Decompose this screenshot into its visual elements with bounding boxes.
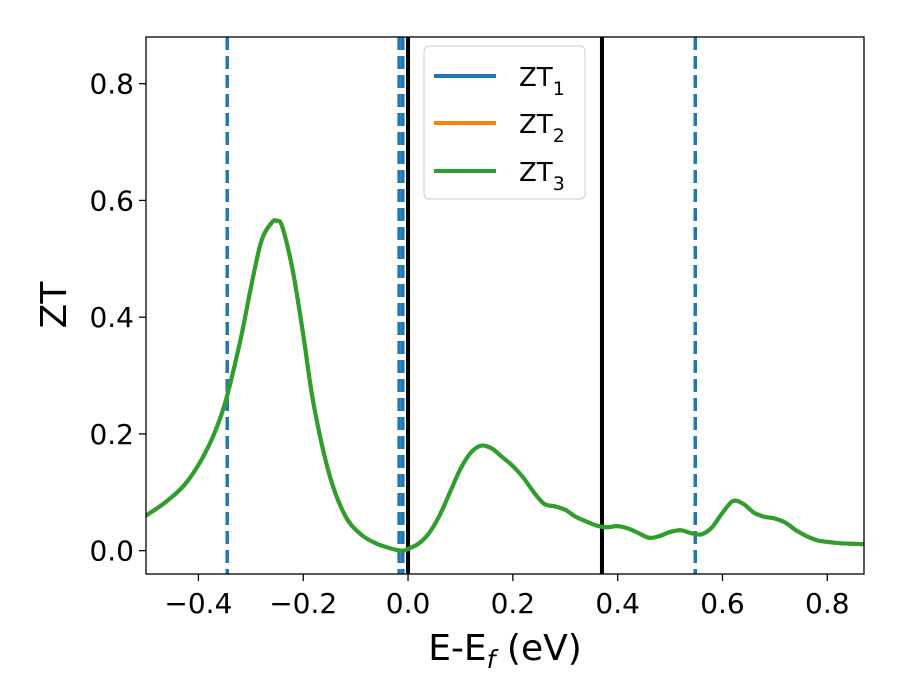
x-tick-label: −0.4 (164, 587, 232, 620)
legend-label-zt2: ZT2 (519, 110, 565, 147)
series-lines (146, 218, 864, 553)
x-axis-ticks: −0.4 −0.2 0.0 0.2 0.4 0.6 0.8 (164, 574, 850, 620)
series-line-zt3 (146, 218, 864, 553)
y-tick-label: 0.0 (89, 535, 134, 568)
vertical-lines (225, 37, 697, 574)
legend-frame (423, 45, 586, 200)
legend-label-zt3: ZT3 (519, 158, 565, 195)
y-axis-label: ZT (34, 281, 75, 329)
legend-label-zt1: ZT1 (519, 63, 565, 100)
x-tick-label: 0.4 (595, 587, 640, 620)
y-tick-label: 0.8 (89, 68, 134, 101)
y-tick-label: 0.2 (89, 418, 134, 451)
x-tick-label: 0.0 (386, 587, 431, 620)
x-axis-label: E-Ef (eV) (428, 628, 582, 674)
x-tick-label: 0.6 (700, 587, 745, 620)
y-tick-label: 0.6 (89, 184, 134, 217)
plot-frame (145, 36, 865, 575)
legend: ZT1 ZT2 ZT3 (423, 45, 586, 200)
x-tick-label: 0.2 (491, 587, 536, 620)
y-axis-ticks: 0.0 0.2 0.4 0.6 0.8 (89, 68, 146, 568)
x-tick-label: −0.2 (269, 587, 337, 620)
y-tick-label: 0.4 (89, 301, 134, 334)
x-tick-label: 0.8 (805, 587, 850, 620)
